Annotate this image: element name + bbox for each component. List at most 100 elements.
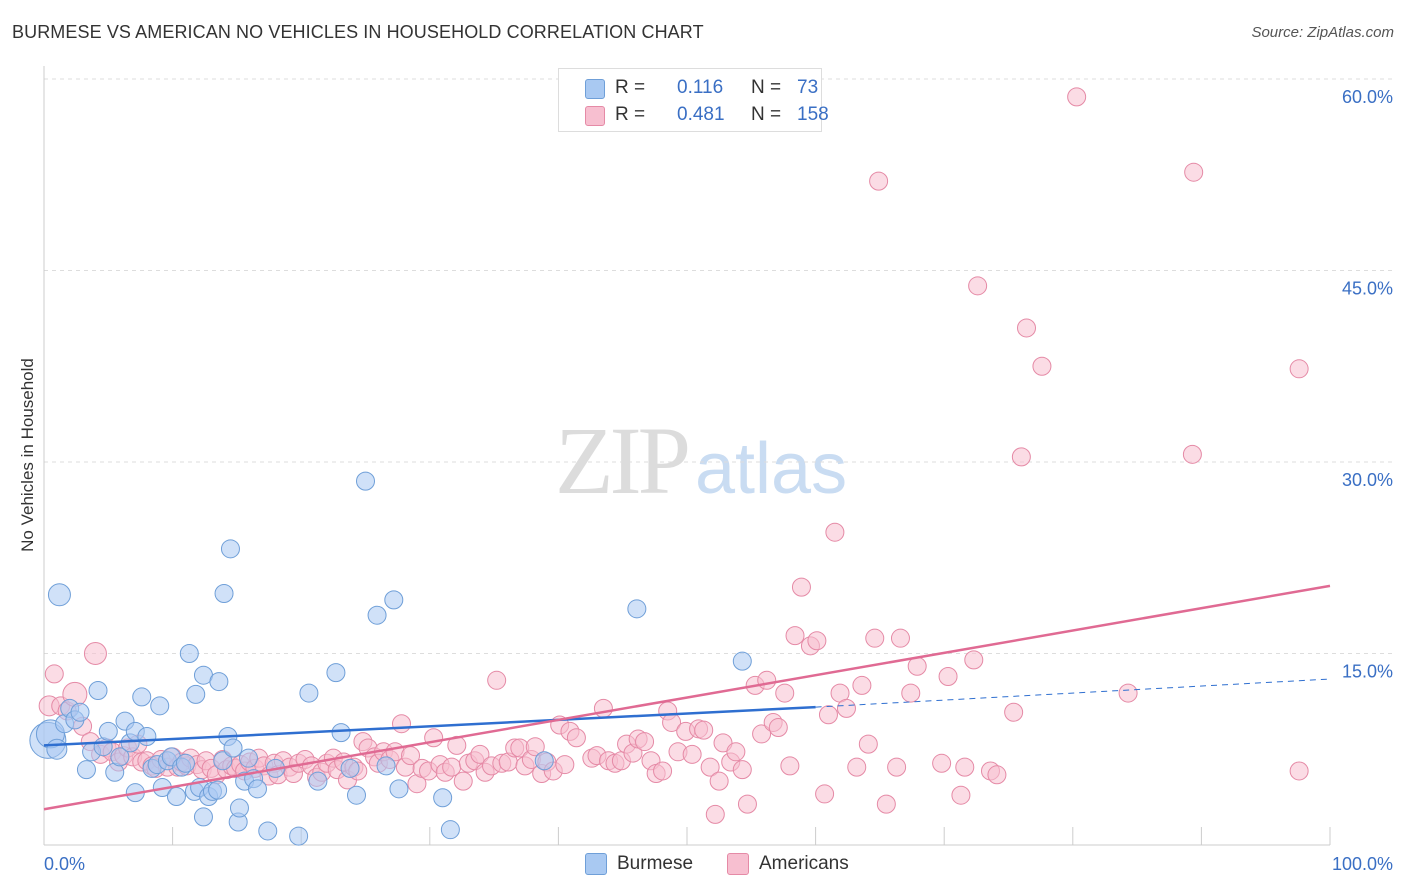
burmese-point — [346, 785, 366, 805]
y-tick-label: 45.0% — [1342, 279, 1393, 299]
american-point — [1032, 356, 1052, 376]
american-point — [938, 666, 958, 686]
burmese-point — [732, 651, 752, 671]
y-axis-label: No Vehicles in Household — [18, 358, 37, 552]
burmese-point — [367, 605, 387, 625]
y-tick-label: 15.0% — [1342, 662, 1393, 682]
burmese-point — [384, 590, 404, 610]
burmese-point — [258, 821, 278, 841]
american-point — [791, 577, 811, 597]
burmese-point — [47, 583, 71, 607]
burmese-point — [193, 807, 213, 827]
legend-n-label: N = — [751, 77, 782, 98]
american-point — [709, 771, 729, 791]
legend-n-value: 158 — [797, 104, 829, 125]
american-point — [968, 276, 988, 296]
burmese-point — [150, 696, 170, 716]
burmese-point — [132, 687, 152, 707]
american-point — [593, 698, 613, 718]
burmese-point — [356, 471, 375, 491]
american-point — [932, 753, 952, 773]
american-point — [566, 728, 586, 748]
american-point — [807, 631, 827, 651]
burmese-point — [389, 779, 409, 799]
american-point — [836, 698, 856, 718]
legend-r-value: 0.481 — [677, 104, 725, 125]
burmese-trend-line — [43, 705, 816, 747]
american-point — [818, 705, 838, 725]
american-point — [653, 761, 673, 781]
american-point — [83, 642, 107, 665]
american-point — [732, 760, 752, 780]
source-label: Source: ZipAtlas.com — [1251, 24, 1394, 41]
burmese-point — [229, 798, 249, 818]
burmese-trend-extension — [815, 678, 1331, 708]
y-tick-label: 60.0% — [1342, 87, 1393, 107]
burmese-point — [223, 738, 243, 758]
bottom-legend-swatch-burmese — [585, 853, 607, 875]
burmese-point — [627, 599, 647, 619]
chart-title: BURMESE VS AMERICAN NO VEHICLES IN HOUSE… — [12, 22, 704, 42]
burmese-point — [137, 726, 157, 746]
burmese-point — [208, 780, 228, 800]
american-point — [865, 628, 885, 648]
american-point — [1289, 359, 1309, 379]
bottom-legend-label-americans: Americans — [759, 853, 849, 874]
burmese-point — [238, 748, 258, 768]
american-point — [555, 755, 575, 775]
watermark-atlas: atlas — [695, 429, 848, 509]
american-point — [737, 794, 757, 814]
american-point — [470, 744, 490, 764]
burmese-point — [220, 539, 240, 559]
american-point — [726, 742, 746, 762]
burmese-point — [326, 663, 346, 683]
american-point — [1017, 318, 1037, 338]
american-point — [825, 522, 845, 542]
burmese-point — [175, 753, 195, 773]
burmese-point — [247, 779, 267, 799]
american-point — [964, 650, 984, 670]
american-point — [487, 670, 507, 690]
american-point — [907, 656, 927, 676]
american-point — [858, 734, 878, 754]
american-point — [1118, 683, 1138, 703]
x-tick-label: 100.0% — [1332, 854, 1393, 874]
burmese-point — [70, 702, 90, 722]
american-point — [635, 732, 655, 752]
american-point — [815, 784, 835, 804]
burmese-point — [213, 751, 233, 771]
american-point — [705, 804, 725, 824]
american-point — [785, 626, 805, 646]
legend-n-label: N = — [751, 104, 782, 125]
american-point — [876, 794, 896, 814]
american-point — [1182, 444, 1202, 464]
american-point — [775, 683, 795, 703]
burmese-point — [186, 684, 206, 704]
burmese-point — [289, 826, 309, 846]
american-point — [700, 757, 720, 777]
burmese-point — [166, 786, 186, 806]
x-tick-label: 0.0% — [44, 854, 85, 874]
burmese-point — [376, 756, 396, 776]
burmese-point — [46, 738, 68, 760]
legend-swatch-americans — [585, 106, 605, 126]
burmese-point — [98, 721, 118, 741]
american-point — [1004, 702, 1024, 722]
burmese-point — [76, 760, 96, 780]
legend-r-value: 0.116 — [677, 77, 724, 98]
burmese-point — [308, 771, 328, 791]
legend-n-value: 73 — [797, 77, 819, 98]
burmese-point — [331, 723, 351, 743]
burmese-point — [534, 751, 554, 771]
american-point — [453, 771, 473, 791]
american-point — [847, 757, 867, 777]
burmese-point — [88, 681, 108, 701]
bottom-legend-label-burmese: Burmese — [617, 853, 694, 874]
watermark-zip: ZIP — [555, 407, 691, 514]
burmese-point — [440, 820, 460, 840]
legend-swatch-burmese — [585, 79, 605, 99]
american-point — [901, 683, 921, 703]
legend-r-label: R = — [615, 77, 646, 98]
legend-r-label: R = — [615, 104, 646, 125]
